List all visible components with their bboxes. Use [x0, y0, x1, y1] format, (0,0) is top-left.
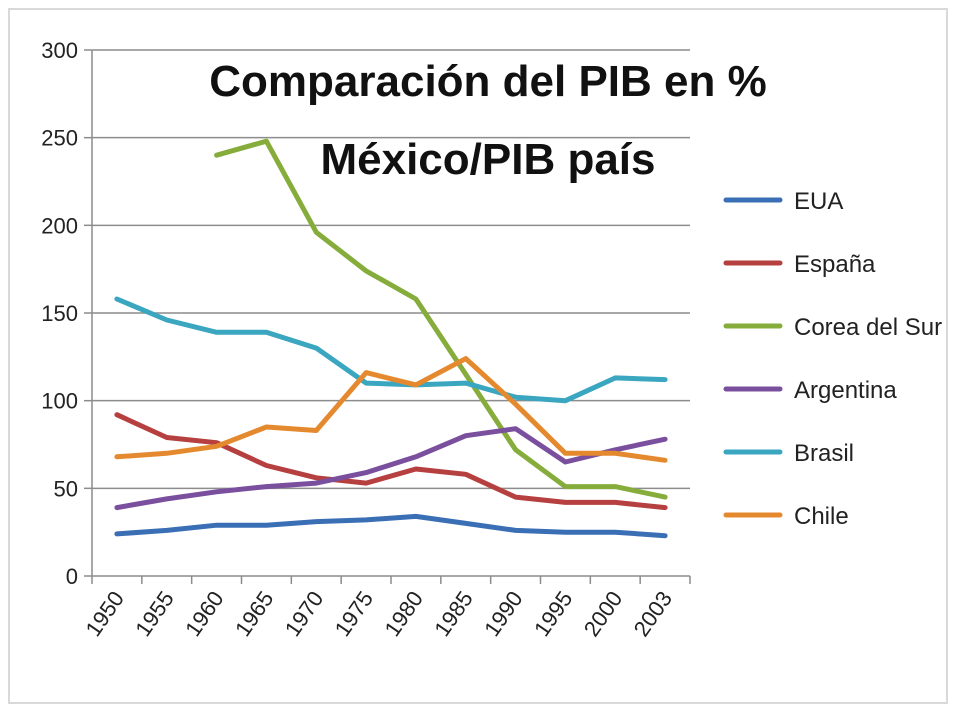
y-tick-label: 150 [41, 301, 78, 326]
y-tick-label: 300 [41, 38, 78, 63]
y-tick-labels: 0 50 100 150 200 250 300 [41, 38, 78, 589]
x-tick-label: 1955 [130, 587, 179, 641]
x-tick-label: 1985 [429, 587, 478, 641]
x-tick-label: 1960 [180, 587, 229, 641]
legend-entry: EUA [794, 188, 843, 215]
x-tick-label: 1975 [330, 587, 379, 641]
legend-entry: Brasil [794, 440, 854, 467]
series-line-5 [114, 356, 668, 463]
legend-entry: Argentina [794, 377, 897, 404]
y-tick-label: 100 [41, 389, 78, 414]
x-tick-label: 1970 [280, 587, 329, 641]
y-tick-label: 250 [41, 126, 78, 151]
x-tick-label: 2000 [579, 587, 628, 641]
series-line-4 [114, 296, 668, 404]
x-tick-label: 2003 [629, 587, 678, 641]
legend-entry: España [794, 251, 876, 278]
y-tick-label: 0 [66, 564, 78, 589]
chart-title-line-2: México/PIB país [320, 135, 655, 184]
chart-title-line-1: Comparación del PIB en % [209, 57, 766, 106]
series-line-2 [214, 138, 668, 500]
x-tick-labels: 1950 1955 1960 1965 1970 1975 1980 1985 1990 1995… [80, 587, 677, 641]
series-line-0 [114, 513, 668, 539]
y-tick-label: 200 [41, 213, 78, 238]
chart-title: Comparación del PIB en % México/PIB país [209, 57, 766, 184]
x-tick-label: 1950 [80, 587, 129, 641]
legend: EUA España Corea del Sur Argentina Brasil Chi… [723, 188, 942, 530]
series-lines [114, 138, 668, 539]
x-tick-label: 1980 [379, 587, 428, 641]
series-line-3 [114, 426, 668, 511]
series-line-1 [114, 412, 668, 511]
gridlines [92, 49, 690, 490]
axes [84, 49, 691, 584]
legend-entry: Corea del Sur [794, 314, 942, 341]
y-tick-label: 50 [54, 476, 78, 501]
x-tick-label: 1990 [479, 587, 528, 641]
x-tick-label: 1995 [529, 587, 578, 641]
legend-entry: Chile [794, 503, 849, 530]
x-tick-label: 1965 [230, 587, 279, 641]
chart-frame [8, 8, 948, 704]
